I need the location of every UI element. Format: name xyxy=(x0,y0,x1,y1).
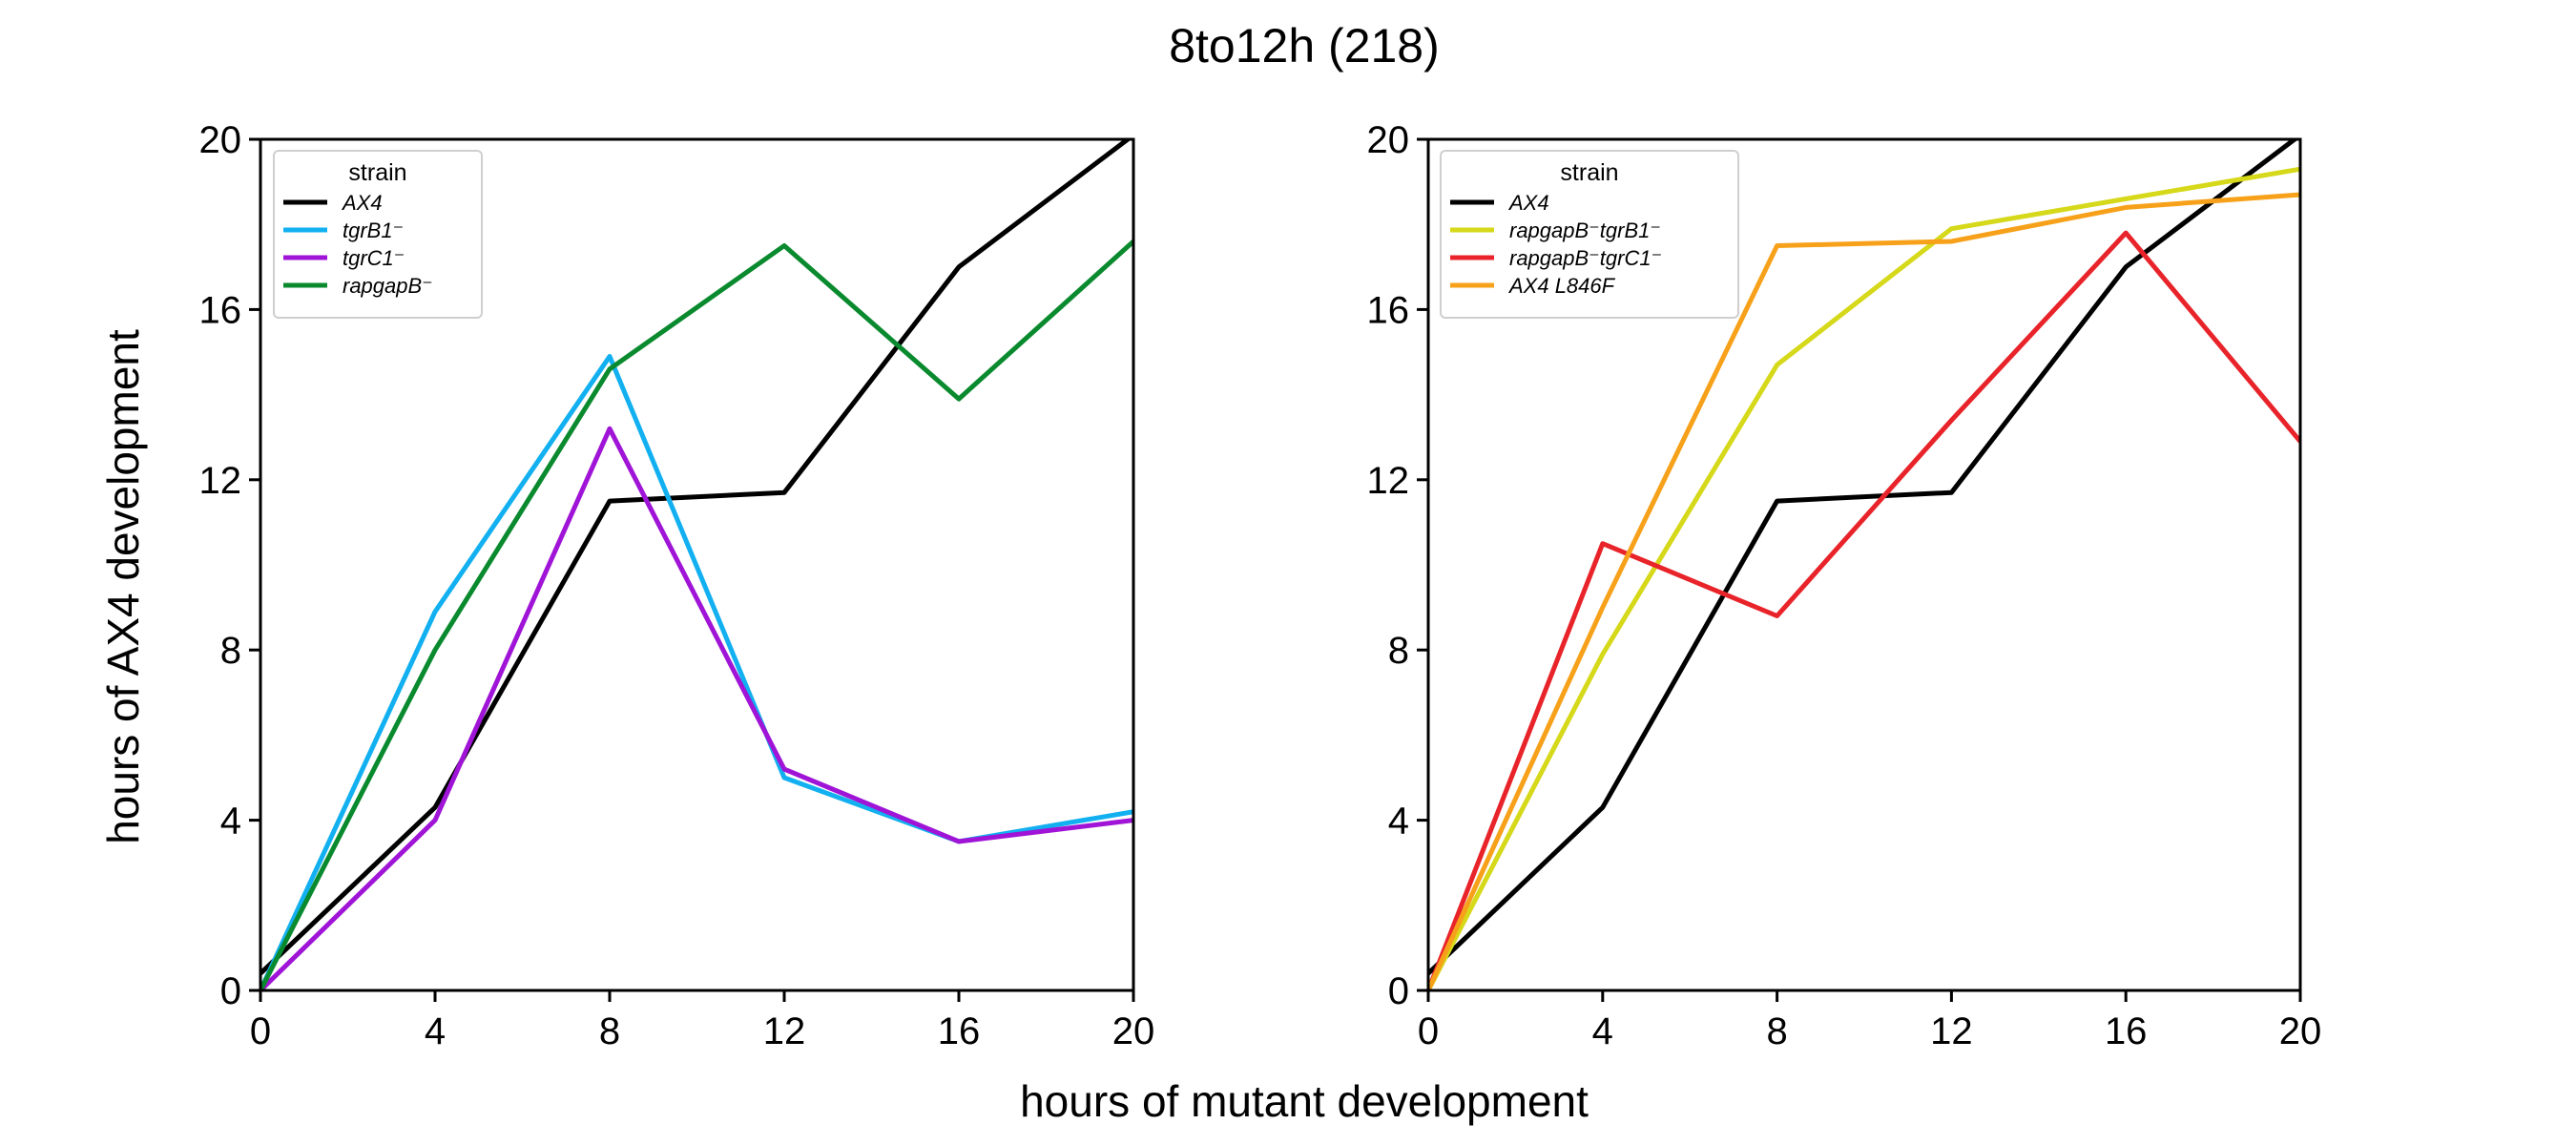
series-line-1 xyxy=(1428,166,2300,990)
legend-title: strain xyxy=(348,159,406,186)
series-lines xyxy=(1428,139,2300,990)
series-line-2 xyxy=(1428,230,2300,990)
axes-frame xyxy=(1426,137,2302,992)
y-tick-label: 0 xyxy=(220,970,241,1012)
legend-entry: rapgapB⁻tgrC1⁻ xyxy=(1509,246,1662,270)
series-line-3 xyxy=(260,239,1133,990)
legend-entry: AX4 L846F xyxy=(1507,274,1616,298)
legend-entry: AX4 xyxy=(341,191,383,215)
y-axis-label: hours of AX4 development xyxy=(98,329,148,844)
legend: strain AX4 rapgapB⁻tgrB1⁻ rapgapB⁻tgrC1⁻ AX4… xyxy=(1440,150,1739,319)
x-tick-label: 4 xyxy=(1592,1010,1613,1052)
y-tick-label: 8 xyxy=(220,630,241,672)
x-tick-label: 20 xyxy=(1112,1010,1155,1052)
y-tick-label: 12 xyxy=(199,460,242,502)
y-tick-label: 4 xyxy=(1388,801,1409,843)
x-tick-label: 12 xyxy=(763,1010,806,1052)
y-tick-label: 0 xyxy=(1388,970,1409,1012)
figure-title: 8to12h (218) xyxy=(1169,19,1440,73)
right-panel: 0 4 8 12 16 20 0 4 8 12 16 20 strain AX4 rapgapB⁻tgrB1… xyxy=(1367,119,2322,1052)
legend-entry: tgrB1⁻ xyxy=(343,219,404,242)
series-line-3 xyxy=(1428,192,2300,990)
series-line-0 xyxy=(260,139,1132,976)
y-tick-label: 20 xyxy=(199,119,242,161)
legend-entry: rapgapB⁻ xyxy=(343,274,433,298)
y-tick-label: 16 xyxy=(1367,289,1410,331)
legend-entry: tgrC1⁻ xyxy=(343,246,405,270)
left-panel: 0 4 8 12 16 20 0 4 8 12 16 20 strain AX4 tgrB1⁻ tgrC1⁻ r… xyxy=(199,119,1155,1052)
legend-entry: AX4 xyxy=(1507,191,1549,215)
x-tick-label: 8 xyxy=(599,1010,620,1052)
x-tick-label: 16 xyxy=(938,1010,981,1052)
y-tick-label: 16 xyxy=(199,289,242,331)
x-tick-label: 12 xyxy=(1930,1010,1973,1052)
legend: strain AX4 tgrB1⁻ tgrC1⁻ rapgapB⁻ xyxy=(273,150,483,319)
y-tick-label: 8 xyxy=(1388,630,1409,672)
axes-frame xyxy=(259,137,1135,992)
y-tick-label: 4 xyxy=(220,801,241,843)
series-line-0 xyxy=(1428,139,2299,976)
legend-title: strain xyxy=(1560,159,1618,186)
legend-box xyxy=(273,150,483,319)
legend-entry: rapgapB⁻tgrB1⁻ xyxy=(1509,219,1661,242)
y-tick-label: 20 xyxy=(1367,119,1410,161)
series-lines xyxy=(260,139,1133,990)
y-tick-label: 12 xyxy=(1367,460,1410,502)
x-tick-label: 8 xyxy=(1766,1010,1787,1052)
x-tick-label: 0 xyxy=(250,1010,271,1052)
x-tick-label: 16 xyxy=(2105,1010,2148,1052)
x-axis-label: hours of mutant development xyxy=(1020,1076,1589,1126)
legend-box xyxy=(1440,150,1739,319)
x-tick-label: 4 xyxy=(425,1010,446,1052)
x-tick-label: 20 xyxy=(2279,1010,2322,1052)
series-line-1 xyxy=(260,354,1133,990)
series-line-2 xyxy=(260,426,1133,990)
x-tick-label: 0 xyxy=(1418,1010,1439,1052)
